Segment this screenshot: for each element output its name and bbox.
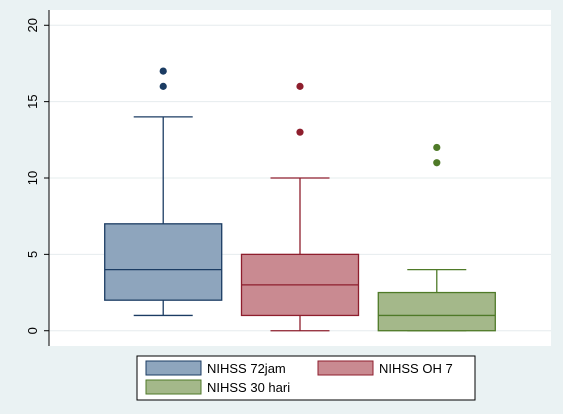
y-tick-label: 15 [25,94,40,108]
box-group [377,143,496,332]
y-tick-label: 5 [25,251,40,258]
outlier-point [159,82,167,90]
outlier-point [159,67,167,75]
box [377,291,496,332]
legend-swatch [145,360,202,376]
y-axis: 0 5 10 15 20 [25,10,50,346]
legend-label: NIHSS 30 hari [207,380,290,395]
box [104,223,223,301]
y-tick-label: 20 [25,18,40,32]
box-group [104,67,223,317]
outlier-point [433,143,441,152]
outlier-point [433,159,441,167]
outlier-point [296,128,304,136]
legend-label: NIHSS OH 7 [379,361,453,376]
y-tick-label: 10 [25,171,40,185]
boxes [104,67,496,332]
legend-swatch [317,360,374,376]
legend: NIHSS 72jam NIHSS OH 7 NIHSS 30 hari [136,355,476,401]
legend-swatch [145,379,202,395]
y-tick-label: 0 [25,327,40,334]
outlier-point [296,82,304,90]
box-group [240,82,360,332]
legend-label: NIHSS 72jam [207,361,286,376]
